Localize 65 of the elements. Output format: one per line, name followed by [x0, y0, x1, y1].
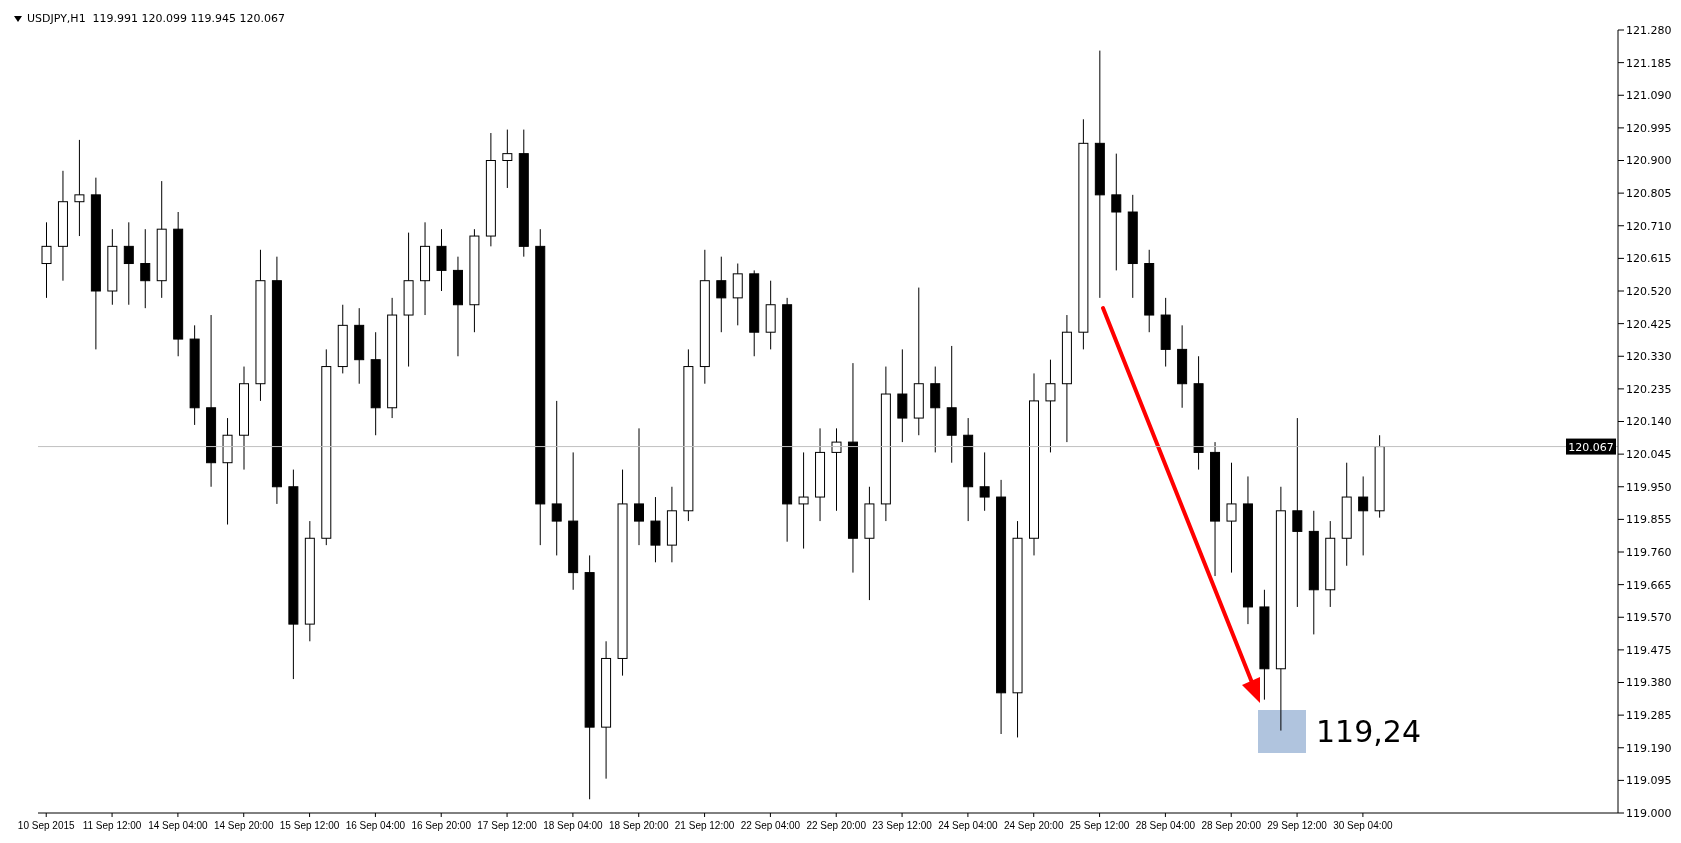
candlestick [798, 451, 809, 550]
annotation: 119,24 [1316, 714, 1421, 749]
x-tick-label: 29 Sep 12:00 [1267, 820, 1328, 831]
y-tick-label: 120.235 [1626, 382, 1672, 396]
x-tick-label: 10 Sep 2015 [17, 820, 76, 831]
x-tick-label: 30 Sep 04:00 [1333, 820, 1394, 831]
y-tick-label: 119.285 [1626, 709, 1672, 723]
x-tick-label: 11 Sep 12:00 [82, 820, 142, 831]
candlestick [831, 427, 842, 512]
y-tick-label: 120.520 [1626, 284, 1672, 298]
candlestick [551, 400, 562, 556]
y-tick-label: 120.140 [1626, 415, 1672, 429]
y-tick-label: 119.380 [1626, 676, 1672, 690]
x-tick-label: 15 Sep 12:00 [279, 820, 340, 831]
candlestick [140, 228, 151, 309]
y-tick-label: 120.805 [1626, 187, 1672, 201]
candlestick [74, 139, 85, 237]
x-tick-label: 18 Sep 04:00 [543, 820, 604, 831]
candlestick [1358, 475, 1369, 556]
y-tick-label: 121.090 [1626, 89, 1672, 103]
candlestick [123, 221, 134, 306]
candlestick [634, 427, 644, 546]
x-tick-label: 18 Sep 20:00 [608, 820, 669, 831]
candlestick [1111, 153, 1122, 271]
y-tick-label: 119.570 [1626, 611, 1672, 625]
y-tick-label: 120.425 [1626, 317, 1672, 331]
y-tick-label: 120.900 [1626, 154, 1672, 168]
x-tick-label: 14 Sep 04:00 [148, 820, 209, 831]
x-tick-label: 23 Sep 12:00 [872, 820, 933, 831]
y-tick-label: 120.995 [1626, 121, 1672, 135]
x-tick-label: 24 Sep 20:00 [1003, 820, 1064, 831]
candlestick [979, 451, 990, 512]
x-tick-label: 21 Sep 12:00 [674, 820, 735, 831]
x-tick-label: 25 Sep 12:00 [1069, 820, 1130, 831]
candlestick [41, 221, 52, 299]
candlestick [1226, 462, 1237, 574]
y-tick-label: 119.095 [1626, 774, 1672, 788]
candlestick [716, 256, 727, 333]
y-tick-label: 119.855 [1626, 513, 1672, 527]
y-tick-label: 119.190 [1626, 741, 1672, 755]
x-tick-label: 22 Sep 04:00 [740, 820, 801, 831]
x-tick-label: 28 Sep 20:00 [1201, 820, 1262, 831]
y-tick-label: 121.280 [1626, 23, 1672, 37]
x-tick-label: 16 Sep 20:00 [411, 820, 472, 831]
candlestick [1292, 417, 1303, 608]
y-tick-label: 121.185 [1626, 56, 1672, 70]
y-tick-label: 119.950 [1626, 480, 1672, 494]
y-tick-label: 120.330 [1626, 350, 1672, 364]
y-tick-label: 120.615 [1626, 252, 1672, 266]
y-tick-label: 119.475 [1626, 643, 1672, 657]
x-tick-label: 24 Sep 04:00 [938, 820, 999, 831]
y-tick-label: 120.045 [1626, 448, 1672, 462]
candlestick [1045, 359, 1056, 453]
ref-line-label: 120.067 [1568, 440, 1614, 454]
x-tick-label: 16 Sep 04:00 [345, 820, 406, 831]
y-tick-label: 119.665 [1626, 578, 1672, 592]
y-tick-label: 119.760 [1626, 545, 1672, 559]
x-tick-label: 28 Sep 04:00 [1135, 820, 1196, 831]
chart-title: USDJPY,H1 119.991 120.099 119.945 120.067 [27, 12, 286, 25]
candlestick [502, 129, 513, 189]
x-tick-label: 17 Sep 12:00 [477, 820, 538, 831]
x-tick-label: 22 Sep 20:00 [806, 820, 867, 831]
y-tick-label: 119.000 [1626, 806, 1672, 820]
x-tick-label: 14 Sep 20:00 [213, 820, 274, 831]
y-tick-label: 120.710 [1626, 219, 1672, 233]
